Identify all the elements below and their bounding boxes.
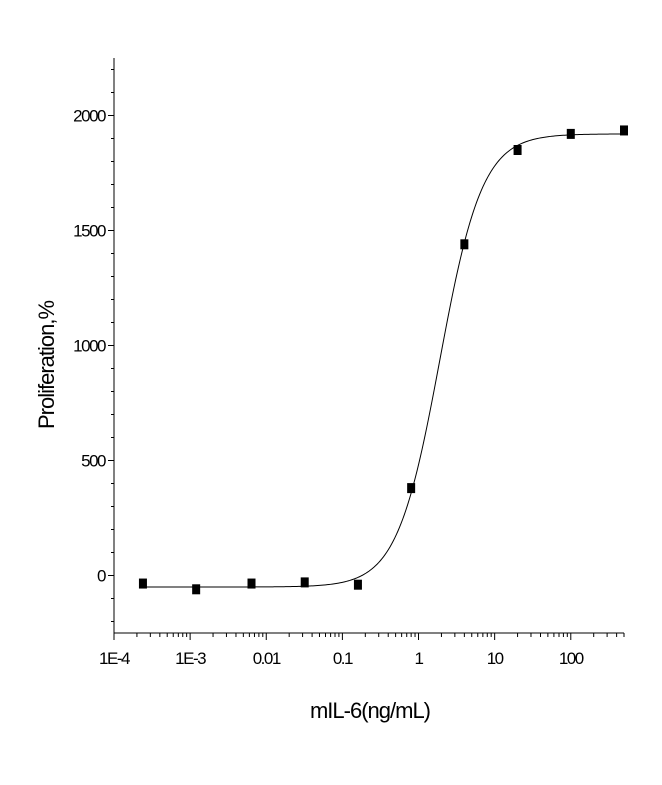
x-tick-label: 1E-4: [99, 649, 130, 668]
x-tick-label: 1: [415, 649, 424, 668]
y-tick-label: 2000: [73, 107, 106, 126]
data-point: [300, 577, 309, 588]
x-tick-label: 100: [559, 649, 584, 668]
y-axis-title: Proliferation,%: [34, 301, 59, 430]
y-tick-label: 1500: [73, 222, 106, 241]
data-point: [407, 483, 416, 494]
y-tick-label: 0: [97, 567, 106, 586]
x-tick-label: 10: [487, 649, 504, 668]
fit-curve: [142, 133, 625, 588]
data-point: [353, 579, 362, 590]
y-tick-label: 500: [81, 452, 106, 471]
axes: 0 500 1000 1500 2000 1E-4 1E-3 0.01 0.1 1 10 100: [73, 58, 625, 668]
fit-curve-layer: [142, 133, 625, 588]
data-point: [192, 584, 201, 595]
data-points: [138, 125, 628, 595]
data-point: [566, 128, 575, 139]
data-point: [513, 145, 522, 155]
x-tick-label: 0.01: [253, 649, 281, 668]
x-tick-label: 0.1: [333, 649, 353, 668]
x-tick-label: 1E-3: [175, 649, 206, 668]
y-tick-label: 1000: [73, 337, 106, 356]
data-point: [247, 578, 256, 589]
data-point: [620, 125, 628, 136]
data-point: [138, 578, 147, 589]
x-axis-title: mIL-6(ng/mL): [310, 698, 430, 723]
data-point: [460, 239, 469, 250]
